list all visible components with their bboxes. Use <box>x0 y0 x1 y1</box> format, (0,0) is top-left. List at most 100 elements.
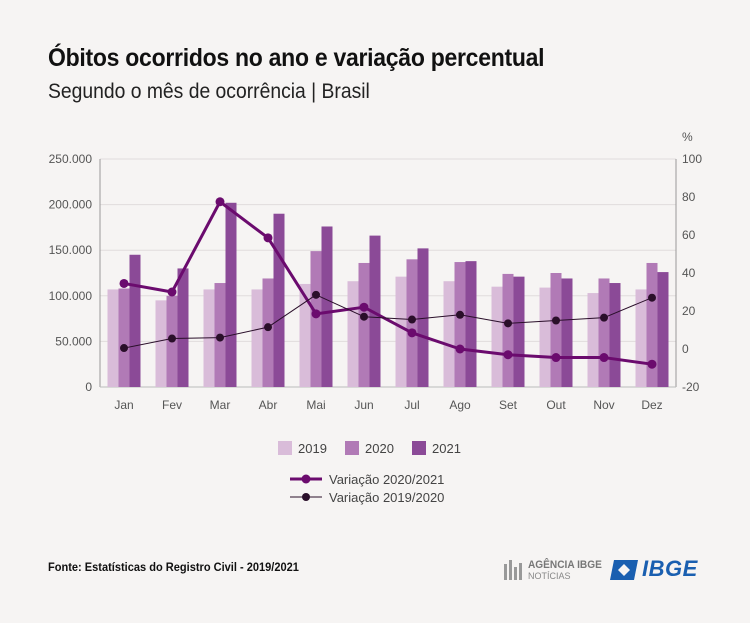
bar-2021-Jan <box>129 254 141 387</box>
bar-2021-Jun <box>369 235 381 387</box>
agencia-mark-icon <box>504 560 522 580</box>
x-tick-label: Ago <box>449 398 471 412</box>
chart-title: Óbitos ocorridos no ano e variação perce… <box>48 44 545 72</box>
bar-2020-Jan <box>118 288 130 387</box>
line-Variação 2019/2020 <box>123 294 653 349</box>
bar-2019-Jul <box>395 276 407 387</box>
x-tick-label: Abr <box>259 398 278 412</box>
bar-2019-Nov <box>587 293 599 387</box>
bar-2019-Out <box>539 287 551 387</box>
bar-2021-Fev <box>177 268 189 387</box>
point-Variação 2020/2021-Nov <box>599 353 609 363</box>
bar-2020-Nov <box>598 278 610 387</box>
legend-label-2019: 2019 <box>298 441 327 456</box>
point-Variação 2020/2021-Dez <box>647 359 657 369</box>
bar-2021-Nov <box>609 283 621 387</box>
right-tick-label: 0 <box>682 342 689 356</box>
bar-2020-Set <box>502 273 514 387</box>
bar-2021-Set <box>513 276 525 387</box>
bar-2021-Mar <box>225 202 237 387</box>
point-Variação 2020/2021-Jul <box>407 328 417 338</box>
point-Variação 2019/2020-Ago <box>456 310 464 319</box>
chart: 0 50.000 100.000 150.000 200.000 250.000 -20 0 2… <box>49 130 703 505</box>
x-tick-label: Fev <box>162 398 182 412</box>
right-tick-label: 100 <box>682 152 702 166</box>
legend-label-2021: 2021 <box>432 441 461 456</box>
right-tick-label: 20 <box>682 304 696 318</box>
x-tick-label: Set <box>499 398 518 412</box>
agencia-line1: AGÊNCIA IBGE <box>528 559 602 571</box>
legend-marker-Variação 2020/2021 <box>301 474 311 484</box>
bar-2019-Abr <box>251 289 263 387</box>
chart-subtitle: Segundo o mês de ocorrência | Brasil <box>48 80 370 103</box>
legend-swatch-2019 <box>278 441 292 455</box>
left-tick-label: 250.000 <box>49 152 93 166</box>
point-Variação 2020/2021-Ago <box>455 344 465 354</box>
bar-2020-Abr <box>262 278 274 387</box>
bar-2021-Dez <box>657 272 669 387</box>
point-Variação 2020/2021-Out <box>551 353 561 363</box>
bar-2021-Ago <box>465 261 477 387</box>
bar-2020-Out <box>550 273 562 387</box>
bar-2021-Jul <box>417 248 429 387</box>
point-Variação 2020/2021-Mai <box>311 309 321 319</box>
legend-swatch-2020 <box>345 441 359 455</box>
point-Variação 2019/2020-Mar <box>216 333 224 342</box>
bar-2021-Abr <box>273 213 285 387</box>
point-Variação 2020/2021-Fev <box>167 287 177 297</box>
right-tick-label: 80 <box>682 190 696 204</box>
right-tick-label: -20 <box>682 380 700 394</box>
point-Variação 2020/2021-Mar <box>215 197 225 207</box>
legend-marker-Variação 2019/2020 <box>302 493 310 501</box>
right-tick-label: 40 <box>682 266 696 280</box>
bar-2020-Ago <box>454 262 466 387</box>
x-tick-label: Mai <box>306 398 325 412</box>
point-Variação 2019/2020-Jul <box>408 315 416 324</box>
line-Variação 2020/2021 <box>123 200 653 366</box>
x-tick-label: Jul <box>404 398 419 412</box>
x-tick-label: Dez <box>641 398 662 412</box>
ibge-mark-icon <box>610 560 638 580</box>
ibge-logo: IBGE <box>608 556 697 587</box>
point-Variação 2020/2021-Jan <box>119 278 129 288</box>
x-tick-label: Out <box>546 398 566 412</box>
bar-2019-Set <box>491 286 503 387</box>
x-tick-label: Mar <box>210 398 231 412</box>
left-tick-label: 0 <box>85 380 92 394</box>
bar-2019-Mai <box>299 283 311 387</box>
point-Variação 2019/2020-Dez <box>648 293 656 302</box>
bar-2020-Dez <box>646 262 658 387</box>
point-Variação 2019/2020-Nov <box>600 313 608 322</box>
legend-label-Variação 2020/2021: Variação 2020/2021 <box>329 472 444 487</box>
bar-2019-Jan <box>107 289 119 387</box>
point-Variação 2019/2020-Jun <box>360 312 368 321</box>
bar-2021-Mai <box>321 226 333 387</box>
bar-2019-Jun <box>347 281 359 387</box>
point-Variação 2020/2021-Set <box>503 350 513 360</box>
right-tick-label: 60 <box>682 228 696 242</box>
x-tick-label: Nov <box>593 398 614 412</box>
source-note: Fonte: Estatísticas do Registro Civil - … <box>48 560 299 574</box>
bar-2020-Jun <box>358 262 370 387</box>
left-tick-label: 200.000 <box>49 198 93 212</box>
point-Variação 2020/2021-Abr <box>263 233 273 243</box>
bar-2019-Fev <box>155 300 167 387</box>
legend-label-Variação 2019/2020: Variação 2019/2020 <box>329 490 444 505</box>
bar-2021-Out <box>561 278 573 387</box>
bar-2019-Dez <box>635 289 647 387</box>
left-tick-label: 100.000 <box>49 289 93 303</box>
point-Variação 2019/2020-Mai <box>312 290 320 299</box>
x-tick-label: Jun <box>354 398 373 412</box>
ibge-logo-text: IBGE <box>642 556 698 581</box>
bar-2019-Ago <box>443 281 455 387</box>
point-Variação 2020/2021-Jun <box>359 302 369 312</box>
point-Variação 2019/2020-Abr <box>264 323 272 332</box>
bar-2020-Mai <box>310 251 322 387</box>
agencia-line2: NOTÍCIAS <box>528 571 571 581</box>
agencia-ibge-logo: AGÊNCIA IBGE NOTÍCIAS <box>502 558 602 587</box>
legend-swatch-2021 <box>412 441 426 455</box>
left-tick-label: 150.000 <box>49 243 93 257</box>
point-Variação 2019/2020-Jan <box>120 344 128 353</box>
point-Variação 2019/2020-Set <box>504 319 512 328</box>
right-axis-label: % <box>682 130 693 144</box>
